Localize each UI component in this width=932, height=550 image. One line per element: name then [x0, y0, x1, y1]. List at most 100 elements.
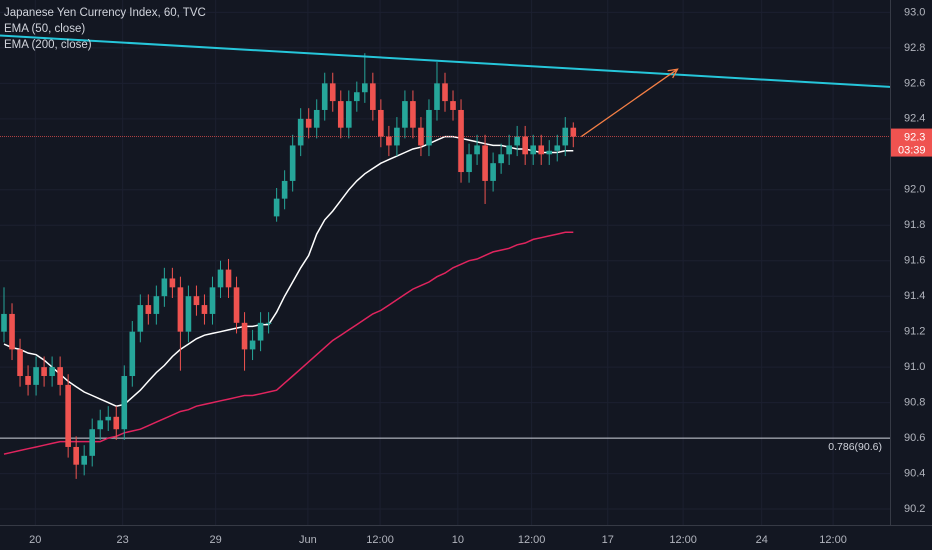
y-tick-label: 92.0	[904, 184, 925, 196]
candle-body	[530, 145, 537, 155]
y-tick-label: 91.6	[904, 255, 925, 267]
x-tick-label: 12:00	[366, 534, 394, 546]
candle-body	[345, 101, 352, 128]
candle-body	[273, 198, 280, 217]
candle-body	[1, 313, 7, 332]
candle-body	[297, 118, 304, 146]
candle-body	[33, 367, 39, 385]
candle-body	[201, 305, 208, 314]
candle-body	[41, 367, 47, 377]
candle-body	[482, 145, 488, 181]
candle-body	[209, 287, 216, 314]
candle-body	[442, 83, 448, 102]
legend-entry: EMA (200, close)	[4, 39, 92, 51]
y-tick-label: 92.8	[904, 42, 925, 54]
candle-body	[153, 296, 160, 314]
x-tick-label: 20	[29, 534, 41, 546]
candle-body	[522, 136, 528, 155]
candle-body	[570, 127, 577, 137]
candle-body	[337, 101, 344, 128]
y-tick-label: 91.4	[904, 290, 925, 302]
candle-body	[434, 83, 440, 110]
candle-body	[217, 269, 224, 288]
x-tick-label: 29	[210, 534, 222, 546]
candle-body	[25, 376, 31, 385]
candle-body	[145, 305, 152, 314]
x-tick-label: 12:00	[669, 534, 697, 546]
candle-body	[249, 340, 256, 350]
candle-body	[466, 154, 472, 173]
trendline	[0, 34, 891, 88]
candle-body	[97, 420, 104, 430]
candle-body	[321, 83, 328, 110]
candle-body	[89, 429, 96, 456]
legend-entry: EMA (50, close)	[4, 23, 85, 35]
y-tick-label: 90.6	[904, 432, 925, 444]
plot-area: 0.786(90.6)	[0, 34, 891, 479]
candle-body	[121, 376, 128, 430]
candle-body	[506, 145, 512, 155]
candle-body	[225, 269, 232, 288]
candle-body	[378, 109, 384, 137]
ema-line	[3, 135, 574, 407]
candle-body	[353, 92, 360, 102]
candle-body	[562, 127, 569, 146]
candle-body	[17, 349, 23, 377]
candle-body	[185, 296, 192, 332]
candle-body	[233, 287, 240, 323]
candle-body	[129, 331, 136, 377]
candle-body	[49, 367, 55, 377]
x-tick-label: 12:00	[819, 534, 847, 546]
x-tick-label: 23	[117, 534, 129, 546]
candle-body	[514, 136, 520, 146]
candle-body	[257, 322, 264, 341]
candle-body	[241, 322, 248, 350]
candle-body	[498, 154, 504, 164]
candle-body	[169, 278, 176, 288]
y-tick-label: 91.0	[904, 361, 925, 373]
candle-body	[265, 322, 272, 324]
last-price-label: 92.3	[904, 131, 925, 143]
y-tick-label: 92.6	[904, 77, 925, 89]
chart-title: Japanese Yen Currency Index, 60, TVC	[4, 7, 206, 19]
x-tick-label: 17	[602, 534, 614, 546]
y-tick-label: 92.4	[904, 113, 925, 125]
fib-level-label: 0.786(90.6)	[828, 441, 882, 453]
candle-body	[65, 384, 71, 447]
candle-body	[193, 296, 200, 306]
x-tick-label: 12:00	[518, 534, 546, 546]
y-tick-label: 91.2	[904, 326, 925, 338]
y-tick-label: 90.8	[904, 397, 925, 409]
candle-body	[386, 136, 392, 146]
candle-body	[105, 416, 112, 421]
candle-body	[450, 101, 456, 110]
candle-body	[370, 83, 376, 110]
candle-body	[426, 109, 432, 146]
candle-body	[177, 287, 184, 332]
candle-body	[410, 101, 416, 128]
candle-body	[546, 150, 553, 155]
x-tick-label: 24	[756, 534, 768, 546]
countdown-label: 03:39	[898, 144, 926, 156]
x-tick-label: 10	[452, 534, 464, 546]
candle-body	[9, 313, 15, 350]
y-tick-label: 91.8	[904, 219, 925, 231]
candle-body	[113, 416, 120, 430]
x-tick-label: Jun	[299, 534, 317, 546]
candle-body	[458, 109, 464, 173]
y-tick-label: 90.4	[904, 467, 925, 479]
candle-body	[538, 145, 545, 155]
candle-body	[554, 145, 561, 151]
last-price-badge	[891, 128, 932, 157]
candle-body	[137, 305, 144, 332]
arrow-shaft	[580, 68, 678, 138]
candle-body	[289, 145, 296, 181]
ema-line	[3, 231, 574, 455]
candle-body	[305, 118, 312, 128]
candle-body	[474, 145, 480, 155]
candle-body	[490, 163, 496, 181]
candle-body	[402, 101, 408, 128]
candle-body	[329, 83, 336, 102]
